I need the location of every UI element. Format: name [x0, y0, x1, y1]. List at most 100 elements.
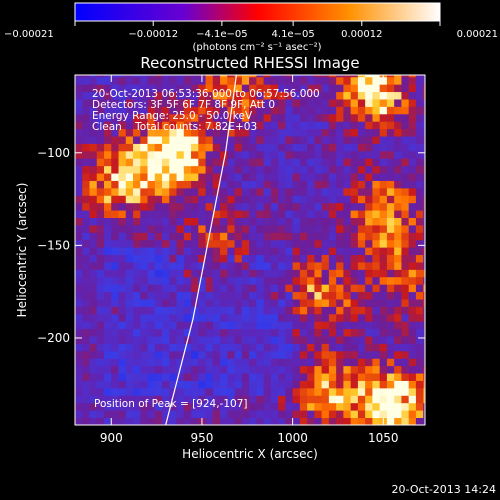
heatmap-cell	[321, 232, 330, 241]
heatmap-cell	[379, 395, 388, 404]
heatmap-cell	[75, 380, 83, 389]
heatmap-cell	[125, 225, 134, 233]
heatmap-cell	[169, 254, 177, 263]
heatmap-cell	[379, 380, 388, 389]
heatmap-cell	[270, 99, 279, 107]
heatmap-cell	[212, 336, 221, 344]
heatmap-cell	[96, 128, 105, 137]
heatmap-cell	[423, 365, 425, 374]
heatmap-cell	[401, 410, 410, 418]
heatmap-cell	[140, 150, 148, 159]
heatmap-cell	[328, 350, 337, 359]
heatmap-cell	[227, 417, 235, 425]
heatmap-cell	[75, 113, 83, 122]
heatmap-cell	[162, 343, 170, 352]
heatmap-cell	[270, 336, 279, 344]
heatmap-cell	[169, 210, 177, 218]
heatmap-cell	[96, 284, 105, 293]
heatmap-cell	[256, 106, 264, 115]
heatmap-cell	[133, 113, 141, 122]
heatmap-cell	[278, 180, 286, 189]
heatmap-cell	[401, 202, 410, 211]
heatmap-cell	[314, 313, 323, 322]
heatmap-cell	[394, 239, 402, 248]
heatmap-cell	[415, 128, 424, 137]
heatmap-cell	[169, 217, 177, 226]
heatmap-cell	[154, 76, 163, 85]
heatmap-cell	[96, 99, 105, 107]
heatmap-cell	[198, 173, 206, 181]
heatmap-cell	[82, 336, 90, 344]
heatmap-cell	[263, 76, 272, 85]
heatmap-cell	[82, 410, 90, 418]
heatmap-cell	[169, 195, 177, 204]
heatmap-cell	[234, 395, 243, 404]
heatmap-cell	[169, 91, 177, 100]
heatmap-cell	[249, 180, 257, 189]
heatmap-cell	[408, 380, 417, 389]
heatmap-cell	[372, 150, 381, 159]
heatmap-cell	[169, 306, 177, 315]
heatmap-cell	[249, 306, 257, 315]
heatmap-cell	[183, 284, 192, 293]
heatmap-cell	[220, 187, 228, 196]
heatmap-cell	[133, 299, 141, 307]
heatmap-cell	[154, 417, 163, 425]
heatmap-cell	[285, 387, 294, 396]
heatmap-cell	[183, 247, 192, 256]
heatmap-cell	[285, 99, 294, 107]
heatmap-cell	[292, 387, 301, 396]
heatmap-cell	[343, 299, 352, 307]
heatmap-cell	[183, 143, 192, 152]
heatmap-cell	[198, 284, 206, 293]
heatmap-cell	[314, 269, 323, 278]
heatmap-cell	[343, 328, 352, 337]
heatmap-cell	[372, 380, 381, 389]
heatmap-cell	[343, 402, 352, 411]
heatmap-cell	[162, 143, 170, 152]
heatmap-cell	[82, 128, 90, 137]
heatmap-cell	[205, 373, 214, 381]
heatmap-cell	[249, 173, 257, 181]
heatmap-cell	[408, 202, 417, 211]
heatmap-cell	[125, 121, 134, 130]
heatmap-cell	[227, 276, 235, 285]
heatmap-cell	[205, 84, 214, 93]
heatmap-cell	[394, 173, 402, 181]
heatmap-cell	[270, 247, 279, 256]
heatmap-cell	[212, 239, 221, 248]
heatmap-cell	[299, 106, 308, 115]
heatmap-cell	[350, 239, 359, 248]
heatmap-cell	[111, 276, 119, 285]
heatmap-cell	[96, 143, 105, 152]
heatmap-cell	[183, 380, 192, 389]
heatmap-cell	[89, 165, 98, 174]
heatmap-cell	[350, 217, 359, 226]
heatmap-cell	[205, 106, 214, 115]
heatmap-cell	[183, 262, 192, 270]
heatmap-cell	[357, 336, 366, 344]
heatmap-cell	[343, 180, 352, 189]
heatmap-cell	[241, 410, 250, 418]
heatmap-cell	[415, 313, 424, 322]
heatmap-cell	[82, 76, 90, 85]
heatmap-cell	[140, 173, 148, 181]
heatmap-cell	[299, 225, 308, 233]
heatmap-cell	[292, 269, 301, 278]
heatmap-cell	[386, 217, 395, 226]
heatmap-cell	[104, 76, 112, 85]
heatmap-cell	[140, 84, 148, 93]
heatmap-cell	[183, 106, 192, 115]
heatmap-cell	[82, 150, 90, 159]
heatmap-cell	[263, 173, 272, 181]
heatmap-cell	[314, 276, 323, 285]
heatmap-cell	[104, 262, 112, 270]
heatmap-cell	[220, 380, 228, 389]
heatmap-cell	[270, 365, 279, 374]
heatmap-cell	[299, 336, 308, 344]
heatmap-cell	[154, 195, 163, 204]
heatmap-cell	[249, 284, 257, 293]
heatmap-cell	[270, 158, 279, 167]
heatmap-cell	[89, 121, 98, 130]
heatmap-cell	[278, 284, 286, 293]
